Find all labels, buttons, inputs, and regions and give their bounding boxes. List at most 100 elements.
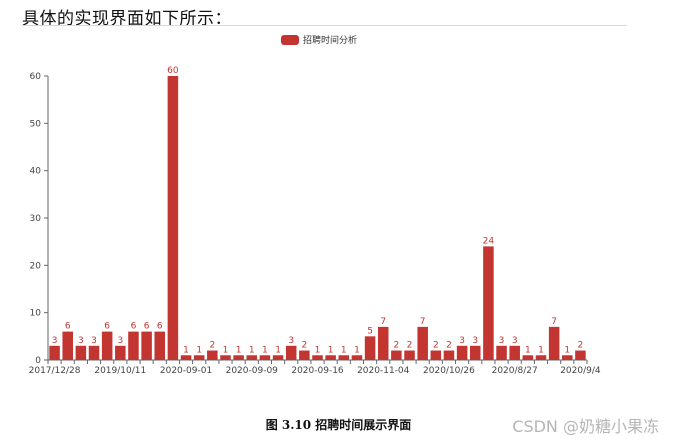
bar-value-label: 7 [420, 317, 426, 327]
bar [522, 355, 534, 360]
bar [180, 355, 192, 360]
bar [207, 350, 218, 360]
bar-value-label: 1 [249, 345, 255, 355]
bar-value-label: 2 [407, 341, 413, 351]
bar [430, 350, 442, 360]
x-tick-label: 2020-09-01 [160, 366, 212, 376]
bar-value-label: 1 [354, 345, 360, 355]
bar [115, 345, 126, 360]
bar-value-label: 7 [551, 317, 557, 327]
bar-value-label: 2 [301, 341, 307, 351]
bar-value-label: 2 [209, 341, 215, 351]
figure-caption: 图 3.10 招聘时间展示界面 [265, 418, 412, 432]
bar [404, 350, 415, 360]
bar [75, 345, 87, 360]
y-tick-label: 60 [30, 72, 42, 82]
bar [391, 350, 402, 360]
y-tick-label: 20 [30, 261, 42, 271]
bar [246, 355, 258, 360]
bar [88, 345, 100, 360]
chart-axes: 0 10 20 30 40 50 60 2017/12/28 2019/10/11 2020-09… [29, 72, 601, 376]
bar-value-label: 6 [157, 322, 163, 332]
page-heading: 具体的实现界面如下所示： [22, 9, 232, 29]
y-tick-label: 10 [30, 309, 42, 319]
bar [128, 331, 139, 360]
y-tick-label: 50 [30, 119, 42, 129]
bar [364, 336, 376, 360]
bar [535, 355, 547, 360]
y-tick-label: 40 [30, 167, 42, 177]
bar [154, 331, 166, 360]
legend-label: 招聘时间分析 [303, 34, 357, 46]
bar-value-label: 2 [446, 341, 452, 351]
bar-value-label: 1 [196, 345, 202, 355]
bar [469, 345, 481, 360]
bar [233, 355, 244, 360]
bar-value-label: 1 [183, 345, 189, 355]
bar-value-label: 1 [564, 345, 570, 355]
bar-value-label: 1 [328, 345, 334, 355]
bar [351, 355, 363, 360]
bar [101, 331, 113, 360]
bar-value-label: 1 [525, 345, 531, 355]
bar [377, 326, 389, 360]
bar [575, 350, 586, 360]
bar-value-label: 3 [459, 336, 465, 346]
bar-value-label: 2 [578, 341, 584, 351]
bar-value-label: 5 [367, 326, 373, 336]
bar-value-label: 2 [394, 341, 400, 351]
bar-value-label: 7 [380, 317, 386, 327]
bar-value-label: 60 [167, 66, 179, 76]
x-tick-label: 2017/12/28 [29, 366, 81, 376]
bar-value-label: 1 [315, 345, 321, 355]
heading-divider [22, 25, 627, 26]
chart-bars [49, 76, 586, 360]
bar-value-label: 6 [65, 322, 71, 332]
bar [272, 355, 284, 360]
x-tick-label: 2020-11-04 [357, 366, 410, 376]
bar-value-label: 2 [433, 341, 439, 351]
bar [141, 331, 152, 360]
bar [49, 345, 60, 360]
bar-value-label: 1 [275, 345, 281, 355]
bar-value-label: 6 [144, 322, 150, 332]
bar [299, 350, 310, 360]
bar [325, 355, 336, 360]
bar-value-label: 1 [262, 345, 268, 355]
x-tick-label: 2020/10/26 [423, 366, 475, 376]
bar-value-label: 1 [236, 345, 242, 355]
bar [509, 345, 520, 360]
bar-value-label: 3 [91, 336, 97, 346]
bar [338, 355, 350, 360]
bar [259, 355, 271, 360]
bar-value-label: 3 [78, 336, 84, 346]
bar-value-label: 3 [117, 336, 123, 346]
chart-legend[interactable]: 招聘时间分析 [281, 34, 357, 46]
bar [220, 355, 231, 360]
bar [193, 355, 205, 360]
bar [456, 345, 468, 360]
legend-swatch [281, 35, 299, 45]
bar [443, 350, 455, 360]
bar [548, 326, 560, 360]
bar-value-label: 3 [288, 336, 294, 346]
bar [285, 345, 297, 360]
bar [496, 345, 507, 360]
bar-value-label: 3 [472, 336, 478, 346]
bar [62, 331, 73, 360]
x-tick-label: 2020-09-09 [226, 366, 279, 376]
watermark: CSDN @奶糖小果冻 [512, 417, 659, 436]
bar-value-label: 1 [341, 345, 347, 355]
bar [312, 355, 323, 360]
bar-value-label: 1 [538, 345, 544, 355]
x-tick-label: 2020-09-16 [291, 366, 344, 376]
bar-value-label: 24 [483, 236, 495, 246]
bar-chart: 招聘时间分析 0 10 20 30 40 50 60 2017/12/28 2019/10/11… [29, 34, 601, 376]
x-tick-label: 2020/9/4 [560, 366, 601, 376]
bar-value-label: 3 [512, 336, 518, 346]
bar-value-label: 3 [52, 336, 58, 346]
bar-value-label: 6 [104, 322, 110, 332]
x-tick-label: 2020/8/27 [492, 366, 538, 376]
y-tick-label: 0 [35, 356, 41, 366]
